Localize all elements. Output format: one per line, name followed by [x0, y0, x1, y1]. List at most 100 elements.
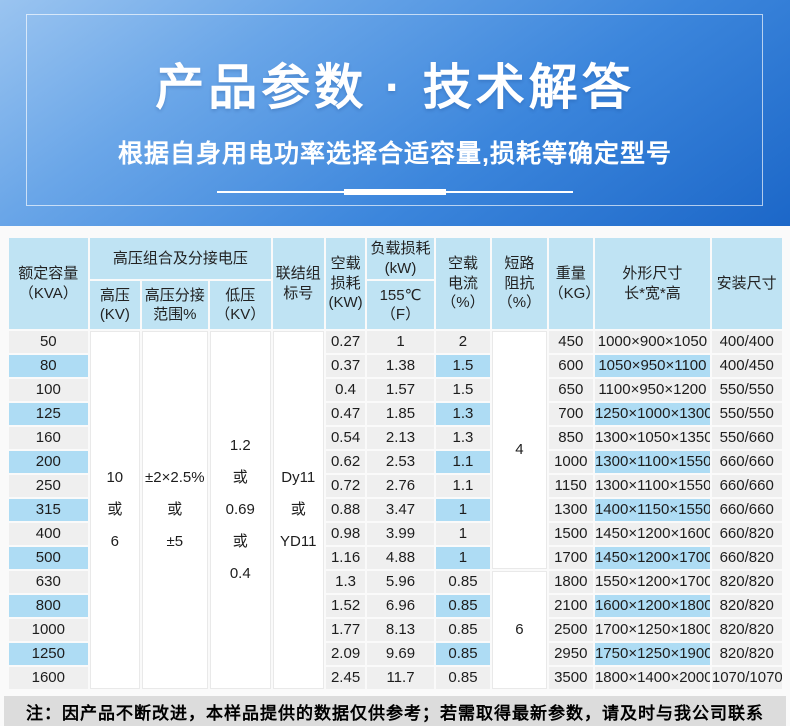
cell-no-load-current: 0.85 — [435, 595, 491, 617]
cell-weight: 1700 — [548, 547, 593, 569]
cell-no-load-loss: 1.52 — [325, 595, 366, 617]
table-row: 250 0.72 2.76 1.1 1150 1300×1100×1550 660/660 — [8, 475, 782, 497]
cell-no-load-loss: 1.3 — [325, 571, 366, 593]
col-header-vector-group: 联结组 标号 — [272, 238, 324, 329]
table-row: 100 0.4 1.57 1.5 650 1100×950×1200 550/550 — [8, 379, 782, 401]
cell-load-loss: 1.57 — [367, 379, 434, 401]
cell-impedance-bottom: 6 — [492, 571, 547, 689]
cell-installation: 400/450 — [711, 355, 782, 377]
table-row: 80 0.37 1.38 1.5 600 1050×950×1100 400/450 — [8, 355, 782, 377]
cell-weight: 2500 — [548, 619, 593, 641]
cell-dimensions: 1450×1200×1700 — [594, 547, 710, 569]
cell-dimensions: 1300×1100×1550 — [594, 451, 710, 473]
cell-rated-capacity: 315 — [8, 499, 89, 521]
table-row: 1250 2.09 9.69 0.85 2950 1750×1250×1900 820/82… — [8, 643, 782, 665]
cell-dimensions: 1000×900×1050 — [594, 331, 710, 353]
col-header-hv-group: 高压组合及分接电压 — [90, 238, 271, 279]
cell-no-load-loss: 1.77 — [325, 619, 366, 641]
cell-no-load-loss: 0.37 — [325, 355, 366, 377]
cell-no-load-loss: 0.72 — [325, 475, 366, 497]
cell-rated-capacity: 800 — [8, 595, 89, 617]
col-header-rated-capacity: 额定容量 （KVA） — [8, 238, 89, 329]
cell-weight: 3500 — [548, 667, 593, 689]
cell-installation: 660/820 — [711, 523, 782, 545]
cell-dimensions: 1050×950×1100 — [594, 355, 710, 377]
cell-no-load-loss: 0.98 — [325, 523, 366, 545]
cell-installation: 660/660 — [711, 451, 782, 473]
banner-divider-accent — [344, 189, 446, 195]
cell-installation: 820/820 — [711, 619, 782, 641]
cell-dimensions: 1600×1200×1800 — [594, 595, 710, 617]
cell-no-load-loss: 0.88 — [325, 499, 366, 521]
cell-installation: 660/820 — [711, 547, 782, 569]
cell-dimensions: 1100×950×1200 — [594, 379, 710, 401]
cell-no-load-current: 1 — [435, 499, 491, 521]
page-title: 产品参数 · 技术解答 — [155, 61, 635, 115]
cell-weight: 700 — [548, 403, 593, 425]
cell-no-load-loss: 0.62 — [325, 451, 366, 473]
table-row: 125 0.47 1.85 1.3 700 1250×1000×1300 550/550 — [8, 403, 782, 425]
table-row: 160 0.54 2.13 1.3 850 1300×1050×1350 550/660 — [8, 427, 782, 449]
cell-load-loss: 9.69 — [367, 643, 434, 665]
cell-load-loss: 2.76 — [367, 475, 434, 497]
cell-no-load-current: 2 — [435, 331, 491, 353]
cell-no-load-current: 1.3 — [435, 403, 491, 425]
cell-load-loss: 11.7 — [367, 667, 434, 689]
cell-no-load-current: 1.1 — [435, 475, 491, 497]
cell-dimensions: 1300×1100×1550 — [594, 475, 710, 497]
banner-divider — [217, 189, 573, 195]
cell-weight: 2950 — [548, 643, 593, 665]
cell-installation: 660/660 — [711, 475, 782, 497]
cell-no-load-current: 1.5 — [435, 379, 491, 401]
cell-load-loss: 1.85 — [367, 403, 434, 425]
col-header-lv: 低压 （KV） — [210, 281, 271, 329]
cell-no-load-loss: 2.09 — [325, 643, 366, 665]
cell-no-load-current: 0.85 — [435, 667, 491, 689]
cell-no-load-current: 1.3 — [435, 427, 491, 449]
col-header-dimensions: 外形尺寸 长*宽*高 — [594, 238, 710, 329]
cell-impedance-top: 4 — [492, 331, 547, 569]
cell-weight: 2100 — [548, 595, 593, 617]
col-header-installation: 安装尺寸 — [711, 238, 782, 329]
cell-dimensions: 1550×1200×1700 — [594, 571, 710, 593]
cell-installation: 550/550 — [711, 403, 782, 425]
cell-load-loss: 2.13 — [367, 427, 434, 449]
cell-load-loss: 3.99 — [367, 523, 434, 545]
col-header-hv-tap-range: 高压分接 范围% — [141, 281, 209, 329]
table-row: 500 1.16 4.88 1 1700 1450×1200×1700 660/820 — [8, 547, 782, 569]
cell-installation: 1070/1070 — [711, 667, 782, 689]
cell-no-load-loss: 0.47 — [325, 403, 366, 425]
cell-lv-voltage: 1.2 或 0.69 或 0.4 — [210, 331, 271, 689]
cell-no-load-current: 0.85 — [435, 619, 491, 641]
cell-installation: 820/820 — [711, 643, 782, 665]
cell-load-loss: 6.96 — [367, 595, 434, 617]
cell-rated-capacity: 1000 — [8, 619, 89, 641]
cell-weight: 1300 — [548, 499, 593, 521]
cell-no-load-current: 1.5 — [435, 355, 491, 377]
cell-dimensions: 1300×1050×1350 — [594, 427, 710, 449]
cell-dimensions: 1450×1200×1600 — [594, 523, 710, 545]
cell-no-load-current: 0.85 — [435, 571, 491, 593]
table-row: 630 1.3 5.96 0.85 6 1800 1550×1200×1700 820/820 — [8, 571, 782, 689]
cell-dimensions: 1800×1400×2000 — [594, 667, 710, 689]
cell-hv-voltage: 10 或 6 — [90, 331, 140, 689]
cell-no-load-current: 1.1 — [435, 451, 491, 473]
cell-no-load-loss: 0.4 — [325, 379, 366, 401]
cell-weight: 1000 — [548, 451, 593, 473]
cell-rated-capacity: 250 — [8, 475, 89, 497]
table-row: 200 0.62 2.53 1.1 1000 1300×1100×1550 660/660 — [8, 451, 782, 473]
col-header-load-loss-temp: 155℃ （F） — [367, 281, 434, 329]
cell-installation: 550/660 — [711, 427, 782, 449]
cell-weight: 1500 — [548, 523, 593, 545]
cell-no-load-current: 0.85 — [435, 643, 491, 665]
cell-no-load-current: 1 — [435, 523, 491, 545]
banner: 产品参数 · 技术解答 根据自身用电功率选择合适容量,损耗等确定型号 — [0, 0, 790, 226]
page-subtitle: 根据自身用电功率选择合适容量,损耗等确定型号 — [118, 140, 672, 168]
col-header-weight: 重量 （KG） — [548, 238, 600, 329]
col-header-no-load-current: 空载 电流 （%） — [435, 238, 491, 329]
table-row: 400 0.98 3.99 1 1500 1450×1200×1600 660/820 — [8, 523, 782, 545]
cell-load-loss: 8.13 — [367, 619, 434, 641]
col-header-load-loss: 负载损耗 (kW) — [367, 238, 434, 279]
cell-dimensions: 1400×1150×1550 — [594, 499, 710, 521]
cell-tap-range: ±2×2.5% 或 ±5 — [141, 331, 209, 689]
